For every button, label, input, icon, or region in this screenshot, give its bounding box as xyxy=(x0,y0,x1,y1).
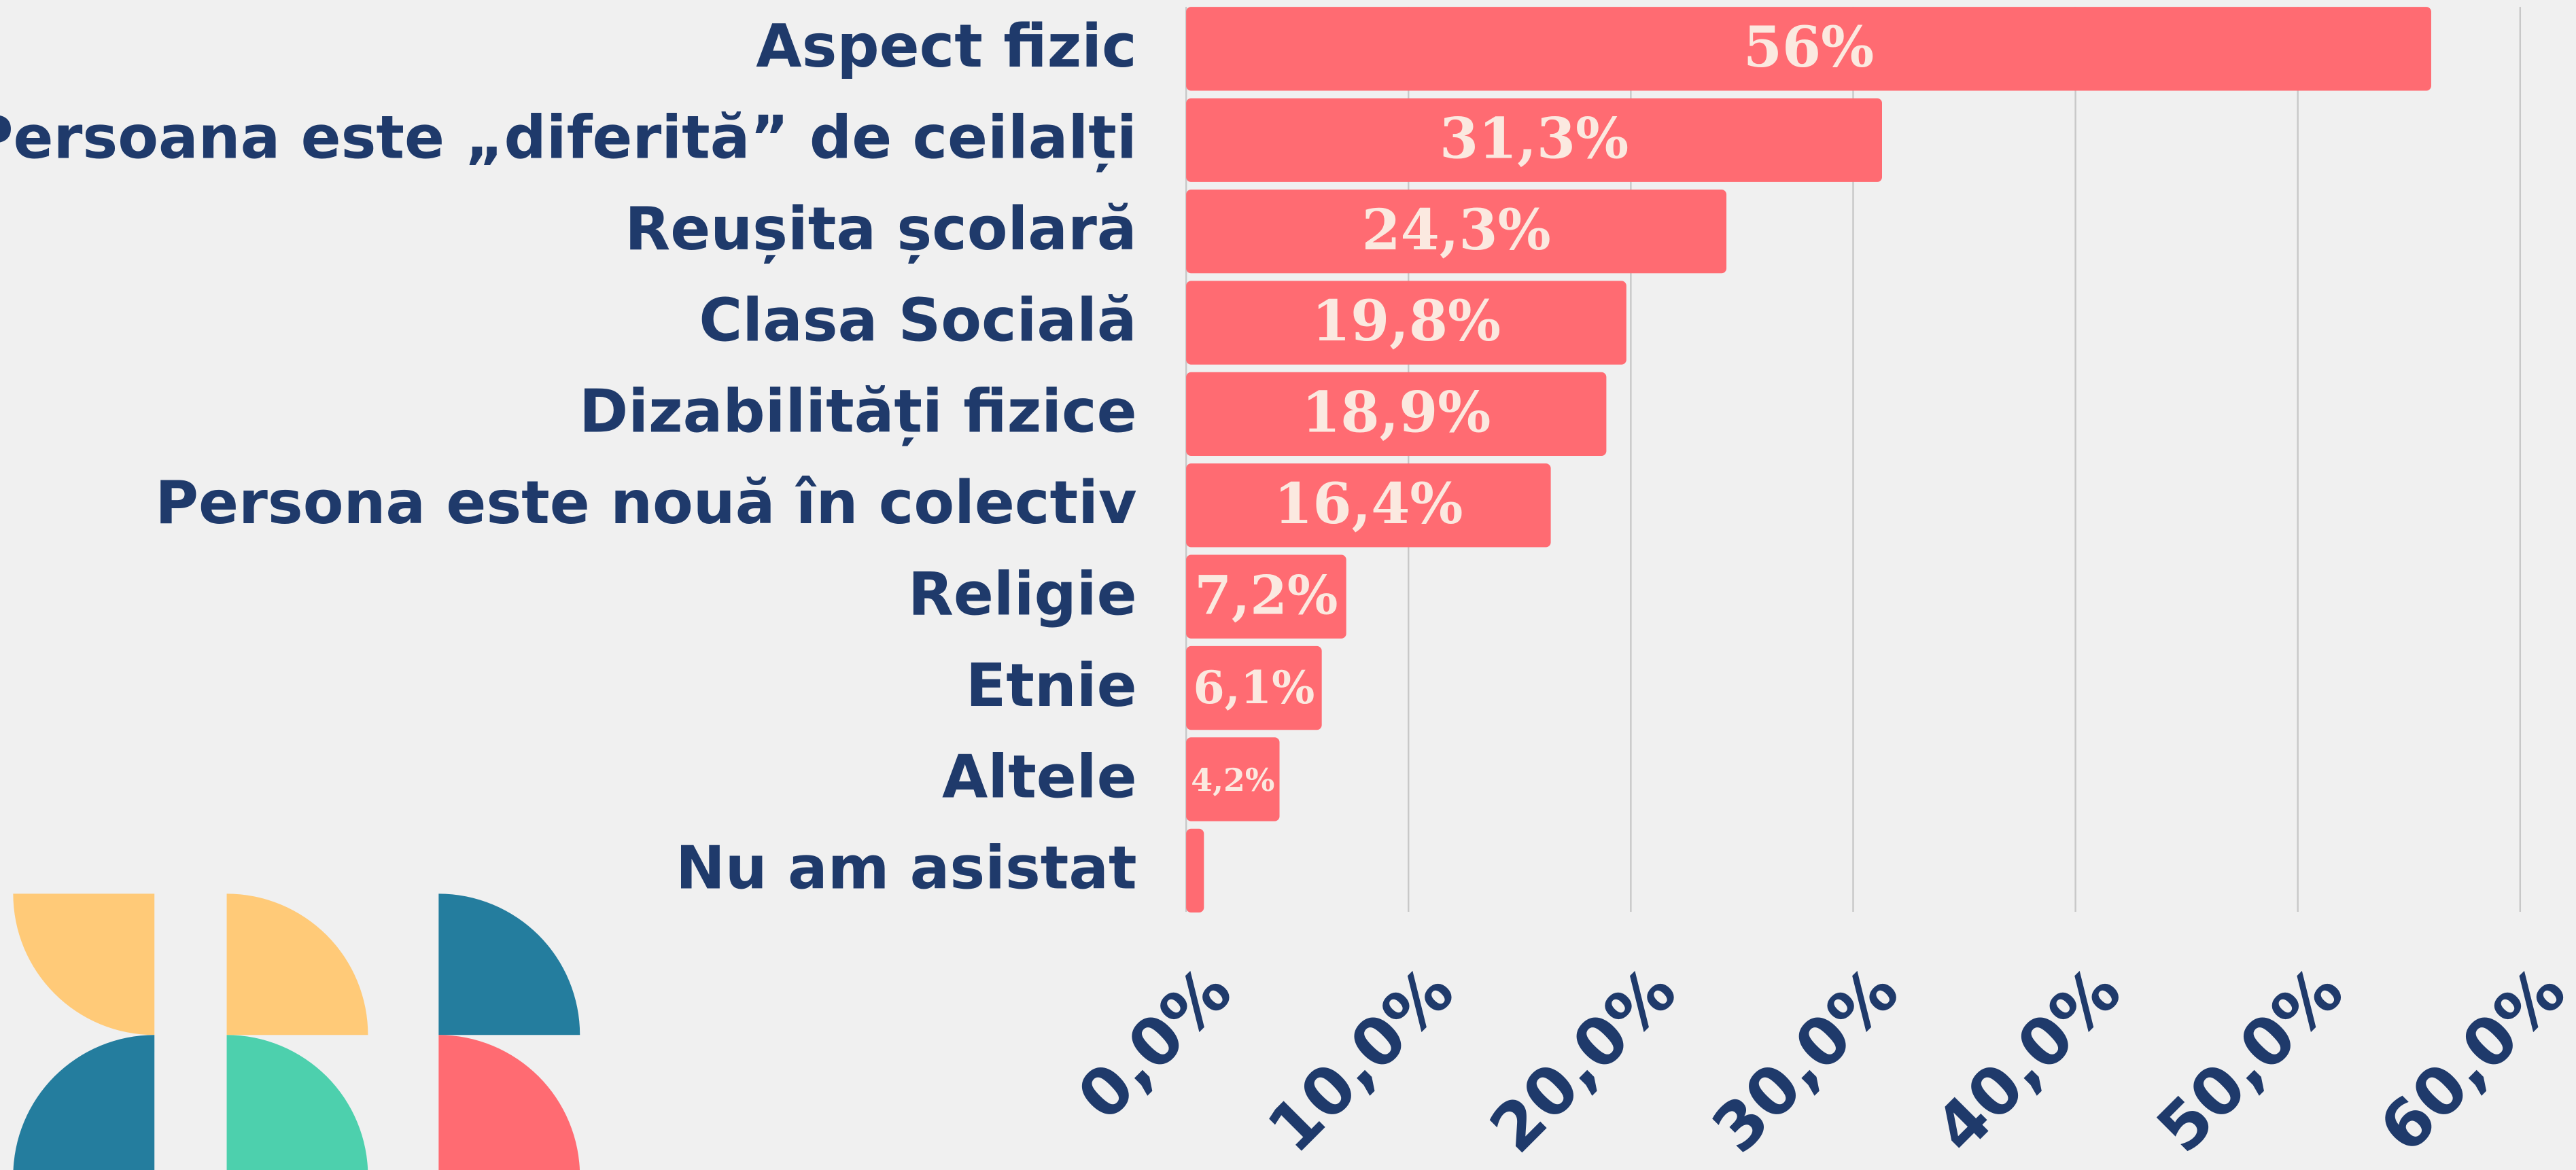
bar xyxy=(1186,463,1551,548)
bar xyxy=(1186,372,1607,457)
shape xyxy=(226,893,368,1035)
y-tick-label: Clasa Socială xyxy=(699,285,1136,355)
shape xyxy=(438,893,580,1035)
value-label: 19,8% xyxy=(1312,289,1501,354)
value-label: 4,2% xyxy=(1191,762,1274,798)
value-label: 56% xyxy=(1743,15,1874,80)
bar xyxy=(1186,554,1346,639)
bar xyxy=(1186,828,1204,912)
value-label: 7,2% xyxy=(1194,563,1338,626)
bar xyxy=(1186,98,1883,182)
bar xyxy=(1186,645,1322,730)
y-tick-label: Religie xyxy=(908,560,1137,629)
y-tick-label: Persona este nouă în colectiv xyxy=(155,468,1136,537)
shape xyxy=(226,1035,368,1170)
y-tick-label: Persoana este „diferită” de ceilalți xyxy=(0,103,1137,173)
bar xyxy=(1186,7,2431,91)
value-label: 16,4% xyxy=(1274,472,1463,537)
shape xyxy=(438,1035,580,1170)
shape xyxy=(13,893,155,1035)
shape xyxy=(13,1035,155,1170)
value-label: 31,3% xyxy=(1440,106,1629,171)
y-tick-label: Altele xyxy=(942,742,1137,811)
bar xyxy=(1186,281,1626,365)
value-label: 6,1% xyxy=(1193,661,1315,714)
value-label: 24,3% xyxy=(1361,198,1550,263)
value-label: 18,9% xyxy=(1302,380,1491,446)
y-tick-label: Reușita școlară xyxy=(625,194,1136,264)
y-tick-label: Aspect fizic xyxy=(756,12,1136,81)
y-tick-label: Etnie xyxy=(966,651,1137,720)
y-tick-label: Nu am asistat xyxy=(676,834,1137,903)
decoration xyxy=(13,893,580,1170)
bar xyxy=(1186,737,1280,821)
y-tick-label: Dizabilități fizice xyxy=(579,377,1137,446)
bar xyxy=(1186,189,1727,274)
